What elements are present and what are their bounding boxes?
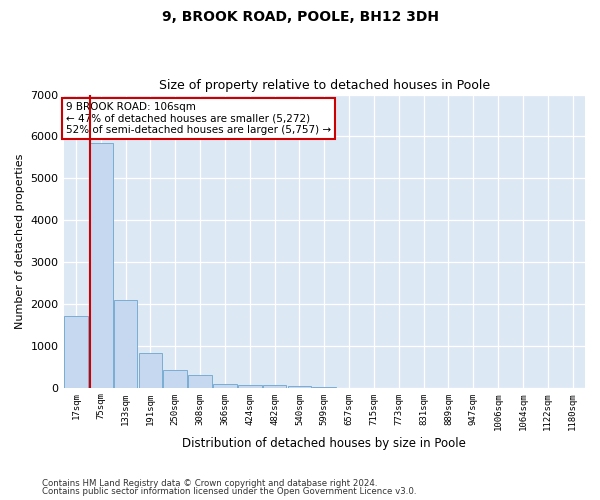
Text: 9 BROOK ROAD: 106sqm
← 47% of detached houses are smaller (5,272)
52% of semi-de: 9 BROOK ROAD: 106sqm ← 47% of detached h… bbox=[66, 102, 331, 135]
Bar bbox=[163, 370, 187, 388]
Bar bbox=[114, 300, 137, 388]
Text: Contains HM Land Registry data © Crown copyright and database right 2024.: Contains HM Land Registry data © Crown c… bbox=[42, 478, 377, 488]
Bar bbox=[89, 142, 113, 388]
Bar bbox=[263, 386, 286, 388]
Title: Size of property relative to detached houses in Poole: Size of property relative to detached ho… bbox=[159, 79, 490, 92]
Bar bbox=[188, 374, 212, 388]
X-axis label: Distribution of detached houses by size in Poole: Distribution of detached houses by size … bbox=[182, 437, 466, 450]
Bar bbox=[139, 353, 162, 388]
Bar bbox=[287, 386, 311, 388]
Text: Contains public sector information licensed under the Open Government Licence v3: Contains public sector information licen… bbox=[42, 487, 416, 496]
Text: 9, BROOK ROAD, POOLE, BH12 3DH: 9, BROOK ROAD, POOLE, BH12 3DH bbox=[161, 10, 439, 24]
Y-axis label: Number of detached properties: Number of detached properties bbox=[15, 154, 25, 328]
Bar bbox=[64, 316, 88, 388]
Bar bbox=[213, 384, 237, 388]
Bar bbox=[238, 385, 262, 388]
